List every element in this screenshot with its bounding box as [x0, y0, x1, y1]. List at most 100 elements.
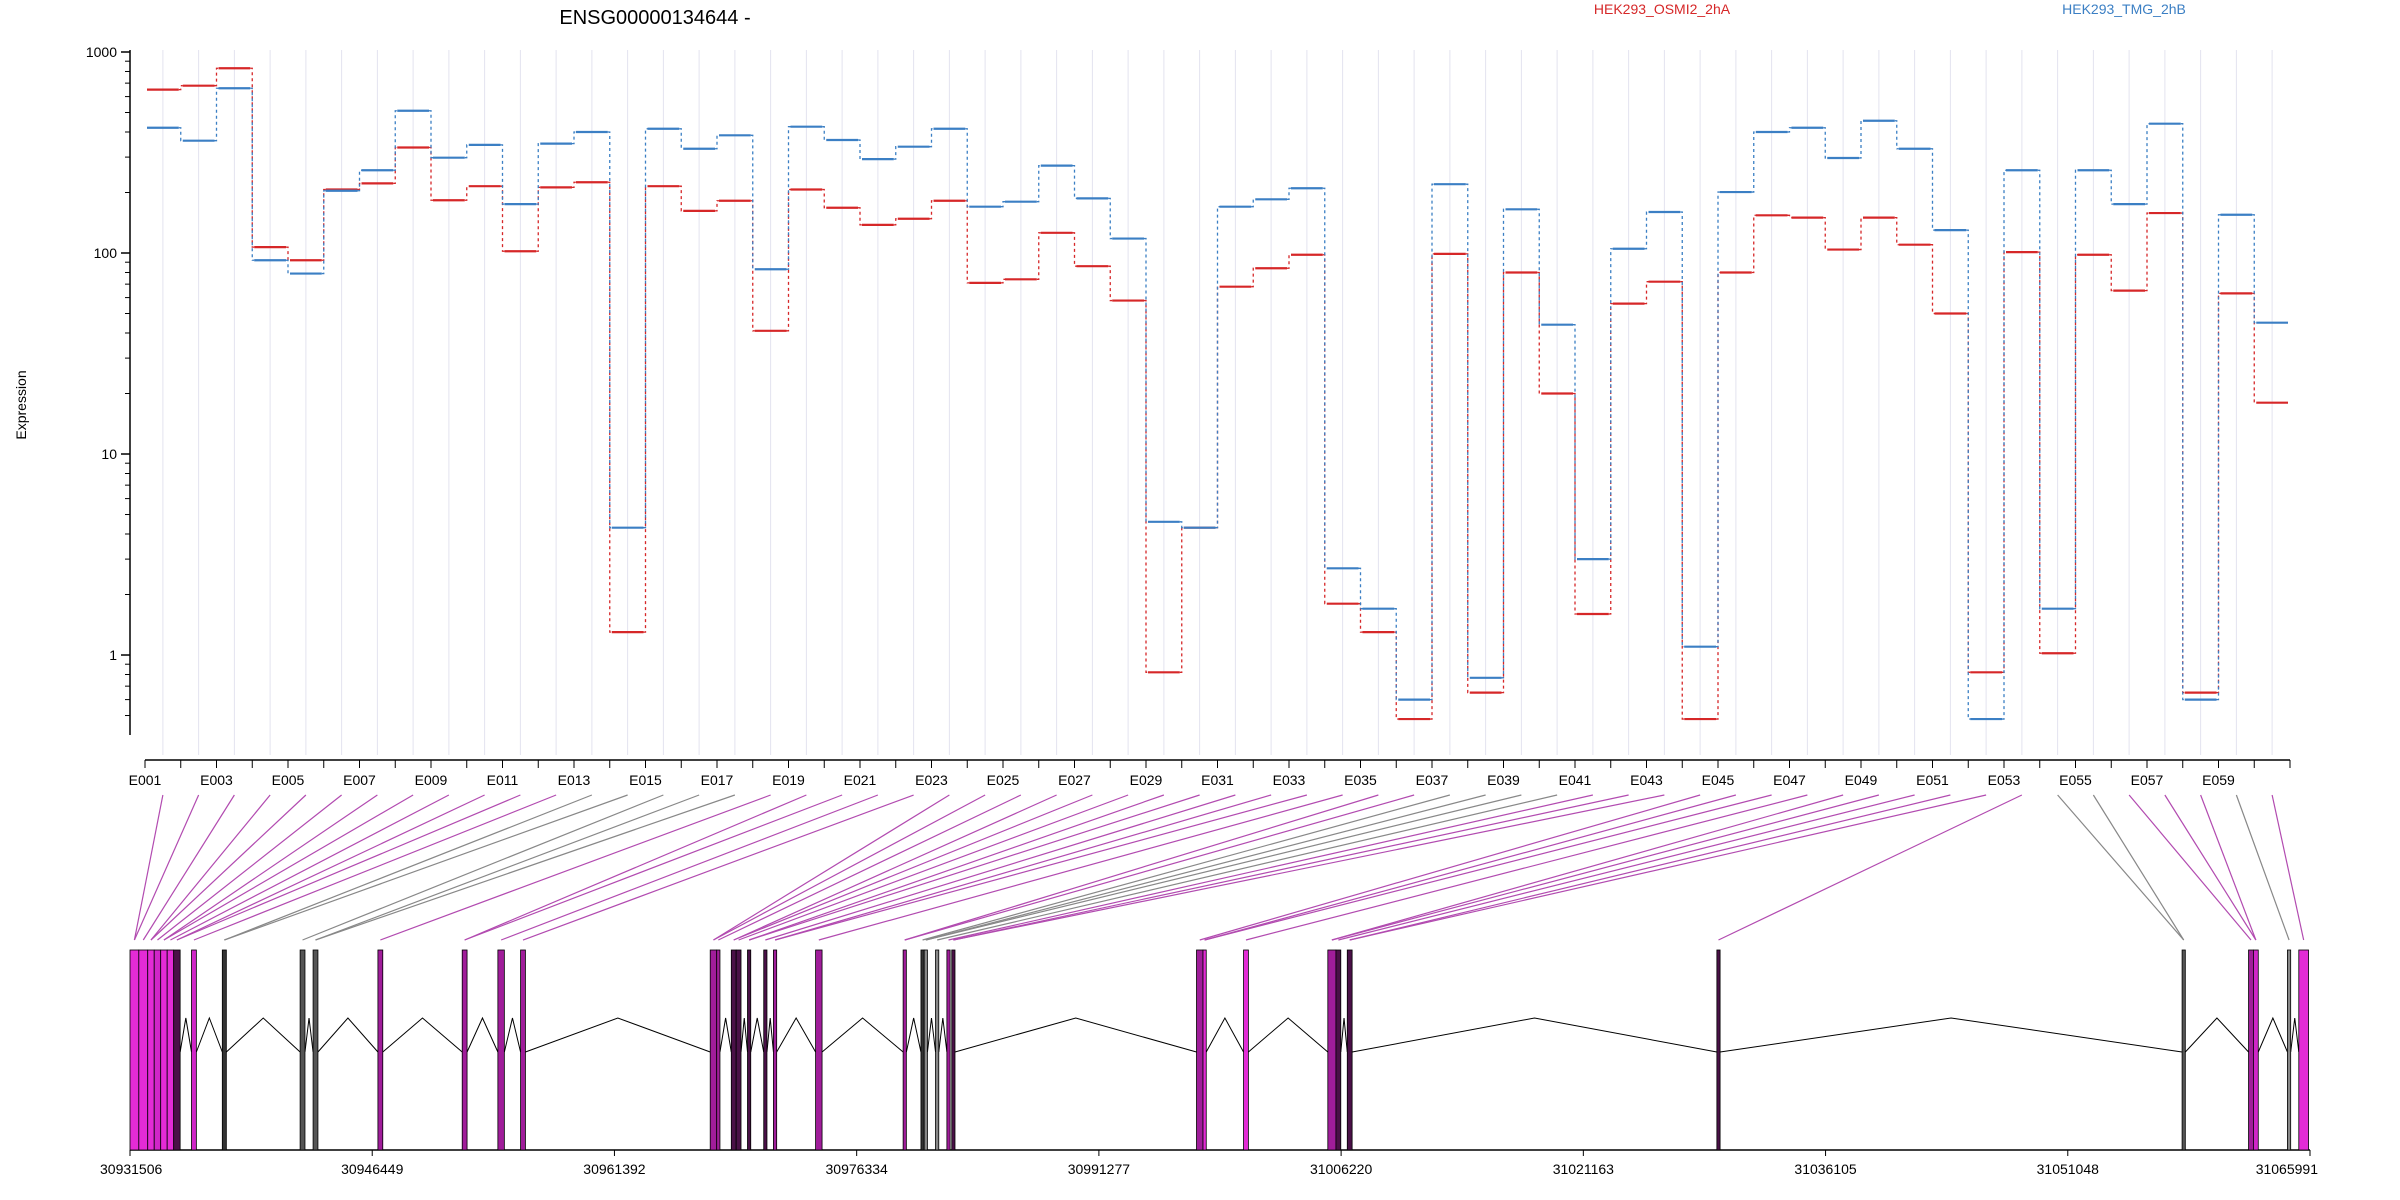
series-connector — [500, 144, 505, 205]
exon-block — [1335, 949, 1342, 1151]
exon-block — [173, 949, 181, 1151]
exon-connector — [2200, 794, 2257, 941]
exon-block — [716, 949, 721, 1151]
series-connector — [1966, 229, 1971, 720]
coordinate-tick-label: 30991277 — [1068, 1161, 1131, 1177]
x-tick-label: E035 — [1344, 772, 1377, 788]
x-tick-label: E049 — [1845, 772, 1878, 788]
series-connector — [1287, 187, 1291, 200]
series-connector — [679, 185, 684, 212]
exon-connector — [774, 794, 1308, 941]
series-connector — [1894, 216, 1899, 246]
series-connector — [1430, 253, 1434, 720]
series-connector — [1751, 131, 1756, 193]
exon-block — [1196, 949, 1204, 1151]
coordinate-tick-label: 31065991 — [2256, 1161, 2319, 1177]
x-tick-label: E039 — [1487, 772, 1520, 788]
exon-connector — [133, 794, 164, 941]
exon-connector — [1245, 794, 1808, 941]
x-tick-label: E027 — [1058, 772, 1091, 788]
intron-line — [525, 1017, 711, 1053]
series-layer — [147, 67, 2288, 721]
coordinate-tick-label: 30931506 — [100, 1161, 163, 1177]
coordinate-tick-label: 31051048 — [2037, 1161, 2100, 1177]
series-connector — [2180, 123, 2185, 701]
exon-connector — [2128, 794, 2252, 941]
exon-connector — [224, 794, 628, 941]
series-connector — [1036, 165, 1041, 203]
series-connector — [750, 134, 755, 270]
exon-connector — [925, 794, 1486, 941]
intron-line — [2184, 1017, 2249, 1053]
series-connector — [1787, 127, 1792, 133]
connector-layer — [133, 794, 2305, 941]
exon-block — [166, 949, 175, 1151]
exon-connector — [953, 794, 1629, 941]
intron-line — [766, 1017, 774, 1053]
series-connector — [2109, 254, 2114, 292]
exon-connector — [1331, 794, 1844, 941]
exon-connector — [464, 794, 843, 941]
coordinate-tick-label: 31006220 — [1310, 1161, 1373, 1177]
exon-connector — [1331, 794, 1880, 941]
exon-connector — [774, 794, 1272, 941]
exon-connector — [1204, 794, 1772, 941]
chart-title: ENSG00000134644 - — [559, 7, 750, 29]
exon-block — [920, 949, 925, 1151]
series-connector — [1179, 521, 1184, 529]
exon-connector — [748, 794, 1200, 941]
exon-block — [2253, 949, 2259, 1151]
series-connector — [1537, 271, 1542, 395]
series-connector — [357, 169, 362, 192]
intron-line — [1352, 1017, 1717, 1053]
x-tick-label: E047 — [1773, 772, 1806, 788]
intron-line — [195, 1016, 223, 1053]
exon-connector — [315, 794, 700, 941]
x-tick-label: E055 — [2059, 772, 2092, 788]
intron-line — [2290, 1017, 2300, 1053]
intron-line — [1720, 1017, 2183, 1053]
intron-line — [905, 1017, 922, 1053]
exon-block — [935, 949, 940, 1151]
exon-block — [709, 949, 718, 1151]
series-connector — [2109, 169, 2114, 205]
x-tick-label: E023 — [915, 772, 948, 788]
series-connector — [1680, 281, 1685, 720]
series-connector — [1680, 211, 1685, 648]
exon-block — [951, 949, 956, 1151]
series-connector — [1501, 208, 1506, 679]
exon-connector — [150, 794, 271, 941]
series-connector — [357, 182, 362, 191]
intron-line — [821, 1017, 904, 1053]
series-connector — [1465, 183, 1470, 679]
exon-connector — [953, 794, 1665, 941]
series-connector — [893, 218, 898, 226]
series-connector — [1251, 198, 1256, 208]
exon-connector — [904, 794, 1379, 941]
intron-line — [1205, 1016, 1244, 1053]
exon-block — [2287, 949, 2292, 1151]
exon-connector — [176, 794, 485, 941]
intron-line — [1340, 1017, 1348, 1053]
series-connector — [965, 200, 970, 284]
x-tick-label: E057 — [2131, 772, 2164, 788]
exon-block — [2298, 949, 2309, 1151]
exon-connector — [1338, 794, 1915, 941]
series-connector — [929, 200, 934, 220]
y-tick-label: 1000 — [86, 44, 117, 60]
exon-connector — [904, 794, 1415, 941]
x-tick-label: E031 — [1201, 772, 1234, 788]
series-1 — [147, 67, 2288, 721]
series-connector — [214, 87, 219, 142]
exon-connector — [2164, 794, 2257, 941]
series-connector — [464, 185, 469, 201]
x-tick-label: E037 — [1416, 772, 1449, 788]
series-connector — [536, 142, 541, 205]
series-connector — [2002, 169, 2006, 720]
exon-block — [299, 949, 306, 1151]
series-connector — [1930, 148, 1935, 231]
exon-block — [2181, 949, 2186, 1151]
series-connector — [1251, 267, 1256, 288]
series-connector — [1608, 248, 1613, 560]
